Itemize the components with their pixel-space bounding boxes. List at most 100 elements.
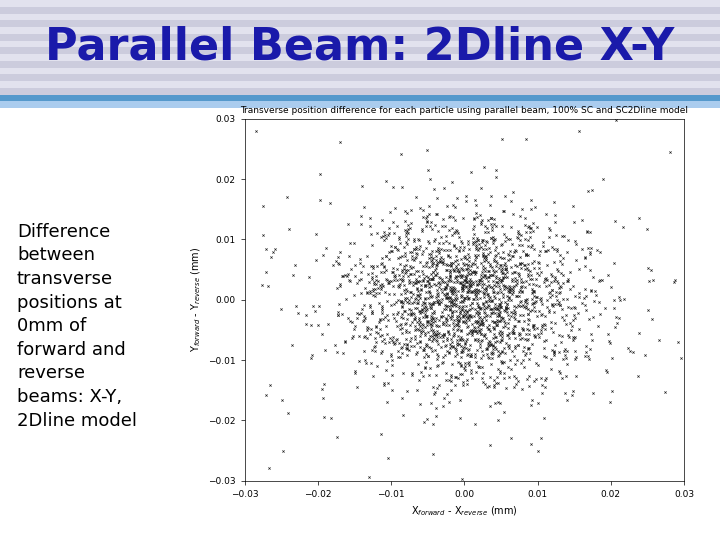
Point	[388, 333, 400, 342]
Point	[634, 213, 645, 222]
Point	[528, 303, 540, 312]
Point	[414, 258, 426, 266]
Point	[462, 237, 474, 246]
Point	[399, 243, 410, 252]
Point	[438, 184, 449, 193]
Point	[448, 285, 459, 293]
Point	[541, 374, 552, 382]
Point	[449, 242, 460, 251]
Point	[480, 285, 492, 294]
Point	[538, 336, 549, 345]
Point	[546, 290, 558, 299]
Point	[367, 285, 379, 294]
Point	[516, 259, 527, 267]
Point	[350, 369, 361, 377]
Point	[384, 289, 395, 298]
Point	[470, 277, 482, 286]
Point	[456, 370, 468, 379]
Point	[402, 314, 413, 323]
Point	[475, 218, 487, 226]
Point	[434, 332, 446, 341]
Point	[642, 264, 654, 273]
Point	[480, 380, 491, 389]
Point	[307, 351, 318, 360]
Point	[507, 210, 518, 218]
Point	[410, 349, 421, 358]
Point	[513, 301, 524, 309]
Point	[488, 304, 500, 313]
Point	[469, 201, 481, 210]
Point	[505, 223, 517, 232]
Point	[482, 325, 493, 333]
Point	[465, 366, 477, 375]
Point	[441, 237, 452, 245]
Point	[515, 329, 526, 338]
Point	[536, 310, 547, 319]
Point	[586, 335, 598, 344]
Point	[425, 343, 436, 352]
Point	[457, 335, 469, 344]
Point	[409, 313, 420, 322]
Point	[507, 188, 518, 197]
Point	[408, 310, 420, 319]
Point	[397, 272, 408, 281]
Point	[497, 314, 508, 322]
Point	[603, 330, 614, 339]
Point	[554, 368, 566, 377]
Point	[474, 287, 486, 295]
Point	[452, 260, 464, 268]
Bar	[0, 47, 720, 54]
Point	[353, 275, 364, 284]
Point	[499, 265, 510, 273]
Point	[469, 215, 480, 224]
Point	[499, 237, 510, 245]
Point	[544, 226, 555, 234]
Point	[562, 360, 573, 368]
Point	[441, 289, 453, 298]
Point	[428, 329, 439, 338]
Point	[408, 244, 420, 253]
Point	[510, 292, 521, 300]
Point	[456, 475, 467, 483]
Point	[460, 302, 472, 310]
Point	[460, 316, 472, 325]
Point	[451, 341, 462, 349]
Point	[672, 338, 683, 346]
Point	[564, 267, 575, 276]
Point	[351, 278, 362, 287]
Point	[457, 302, 469, 310]
Point	[492, 279, 504, 287]
Point	[462, 351, 473, 360]
Point	[357, 317, 369, 326]
Point	[524, 275, 536, 284]
Point	[397, 268, 408, 276]
Point	[527, 287, 539, 295]
Point	[519, 261, 531, 269]
Point	[471, 318, 482, 327]
Point	[405, 269, 417, 278]
Point	[454, 243, 465, 252]
Point	[365, 230, 377, 239]
Point	[394, 279, 405, 288]
Point	[527, 219, 539, 227]
Point	[449, 202, 460, 211]
Bar	[0, 33, 720, 40]
Point	[525, 233, 536, 242]
Point	[573, 265, 585, 274]
Point	[402, 309, 414, 318]
Point	[423, 279, 434, 287]
Point	[527, 321, 539, 330]
Point	[516, 384, 527, 393]
Point	[479, 272, 490, 280]
Point	[422, 318, 433, 327]
Point	[497, 281, 508, 290]
Point	[447, 213, 459, 221]
Point	[477, 273, 489, 281]
Point	[533, 361, 544, 369]
Point	[496, 264, 508, 273]
Point	[522, 334, 534, 343]
Point	[425, 293, 436, 302]
Point	[469, 352, 481, 361]
Point	[524, 224, 536, 232]
Point	[465, 270, 477, 279]
